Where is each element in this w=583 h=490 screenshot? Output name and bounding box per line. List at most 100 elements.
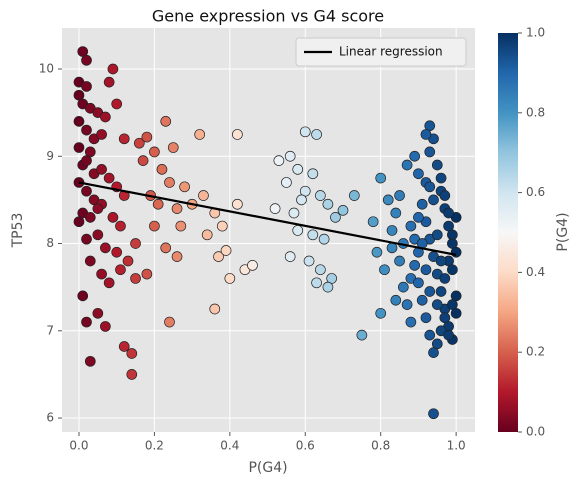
point: [439, 312, 451, 324]
point: [288, 207, 300, 219]
point: [409, 259, 421, 271]
plot-area: [62, 28, 475, 432]
point: [428, 194, 439, 206]
y-tick-label: 7: [46, 323, 54, 337]
point: [100, 111, 111, 123]
point: [92, 203, 104, 214]
point: [337, 205, 349, 216]
point: [149, 146, 160, 158]
point: [179, 181, 190, 193]
point: [73, 116, 85, 127]
colorbar-tick-label: 0.4: [526, 265, 545, 279]
point: [103, 172, 115, 184]
point: [247, 259, 258, 271]
colorbar-tick-label: 0.0: [526, 425, 545, 439]
point: [307, 168, 319, 180]
point: [149, 220, 160, 232]
regression-line: [78, 181, 457, 256]
point: [73, 216, 85, 228]
point: [81, 124, 92, 136]
point: [386, 242, 398, 254]
point: [126, 369, 138, 380]
point: [386, 225, 398, 236]
point: [311, 277, 322, 289]
point: [160, 242, 172, 254]
point: [130, 273, 141, 284]
colorbar: [498, 33, 518, 432]
point: [413, 211, 424, 223]
point: [164, 316, 175, 328]
point: [107, 63, 119, 75]
point: [330, 211, 341, 223]
point: [126, 348, 138, 359]
point: [156, 164, 168, 175]
point: [118, 133, 130, 145]
x-tick-label: 0.2: [145, 439, 164, 453]
point: [413, 168, 424, 180]
point: [307, 229, 319, 241]
point: [141, 131, 153, 143]
point: [269, 203, 281, 214]
point: [213, 251, 224, 262]
point: [284, 251, 296, 262]
point: [103, 76, 115, 88]
point: [81, 54, 92, 66]
point: [443, 207, 454, 219]
point: [209, 303, 221, 315]
point: [435, 286, 447, 297]
point: [84, 211, 96, 223]
point: [232, 198, 243, 210]
point: [322, 198, 334, 210]
point: [77, 290, 89, 302]
point: [220, 245, 232, 256]
point: [73, 142, 85, 153]
point: [435, 172, 447, 184]
point: [420, 129, 432, 140]
point: [103, 277, 115, 289]
point: [405, 316, 417, 328]
colorbar-tick-label: 0.6: [526, 185, 545, 199]
point: [96, 268, 107, 280]
x-tick-label: 0.8: [371, 439, 390, 453]
point: [413, 277, 424, 289]
point: [348, 190, 360, 201]
point: [194, 129, 206, 140]
point: [81, 81, 92, 92]
point: [152, 198, 164, 210]
point: [84, 355, 96, 367]
point: [273, 155, 285, 166]
point: [435, 255, 447, 267]
point: [224, 273, 236, 284]
point: [420, 312, 432, 324]
point: [137, 155, 149, 166]
point: [84, 255, 96, 267]
point: [375, 172, 387, 184]
point: [299, 126, 311, 138]
y-axis-label: TP53: [10, 213, 26, 249]
point: [281, 177, 292, 188]
colorbar-tick-label: 0.8: [526, 105, 545, 119]
point: [175, 220, 187, 232]
colorbar-tick-label: 1.0: [526, 26, 545, 40]
point: [284, 150, 296, 162]
legend-box: [295, 37, 467, 67]
point: [382, 194, 394, 206]
point: [356, 329, 368, 341]
y-tick-label: 6: [46, 411, 54, 425]
point: [439, 190, 451, 201]
point: [311, 129, 322, 140]
point: [81, 155, 92, 166]
point: [160, 116, 172, 127]
point: [167, 142, 179, 153]
point: [118, 341, 130, 352]
point: [111, 246, 123, 258]
point: [122, 255, 134, 267]
chart-title: Gene expression vs G4 score: [152, 7, 384, 26]
point: [96, 164, 107, 175]
point: [431, 299, 443, 310]
point: [115, 264, 126, 276]
point: [100, 321, 111, 332]
point: [394, 255, 405, 267]
point: [443, 329, 454, 341]
